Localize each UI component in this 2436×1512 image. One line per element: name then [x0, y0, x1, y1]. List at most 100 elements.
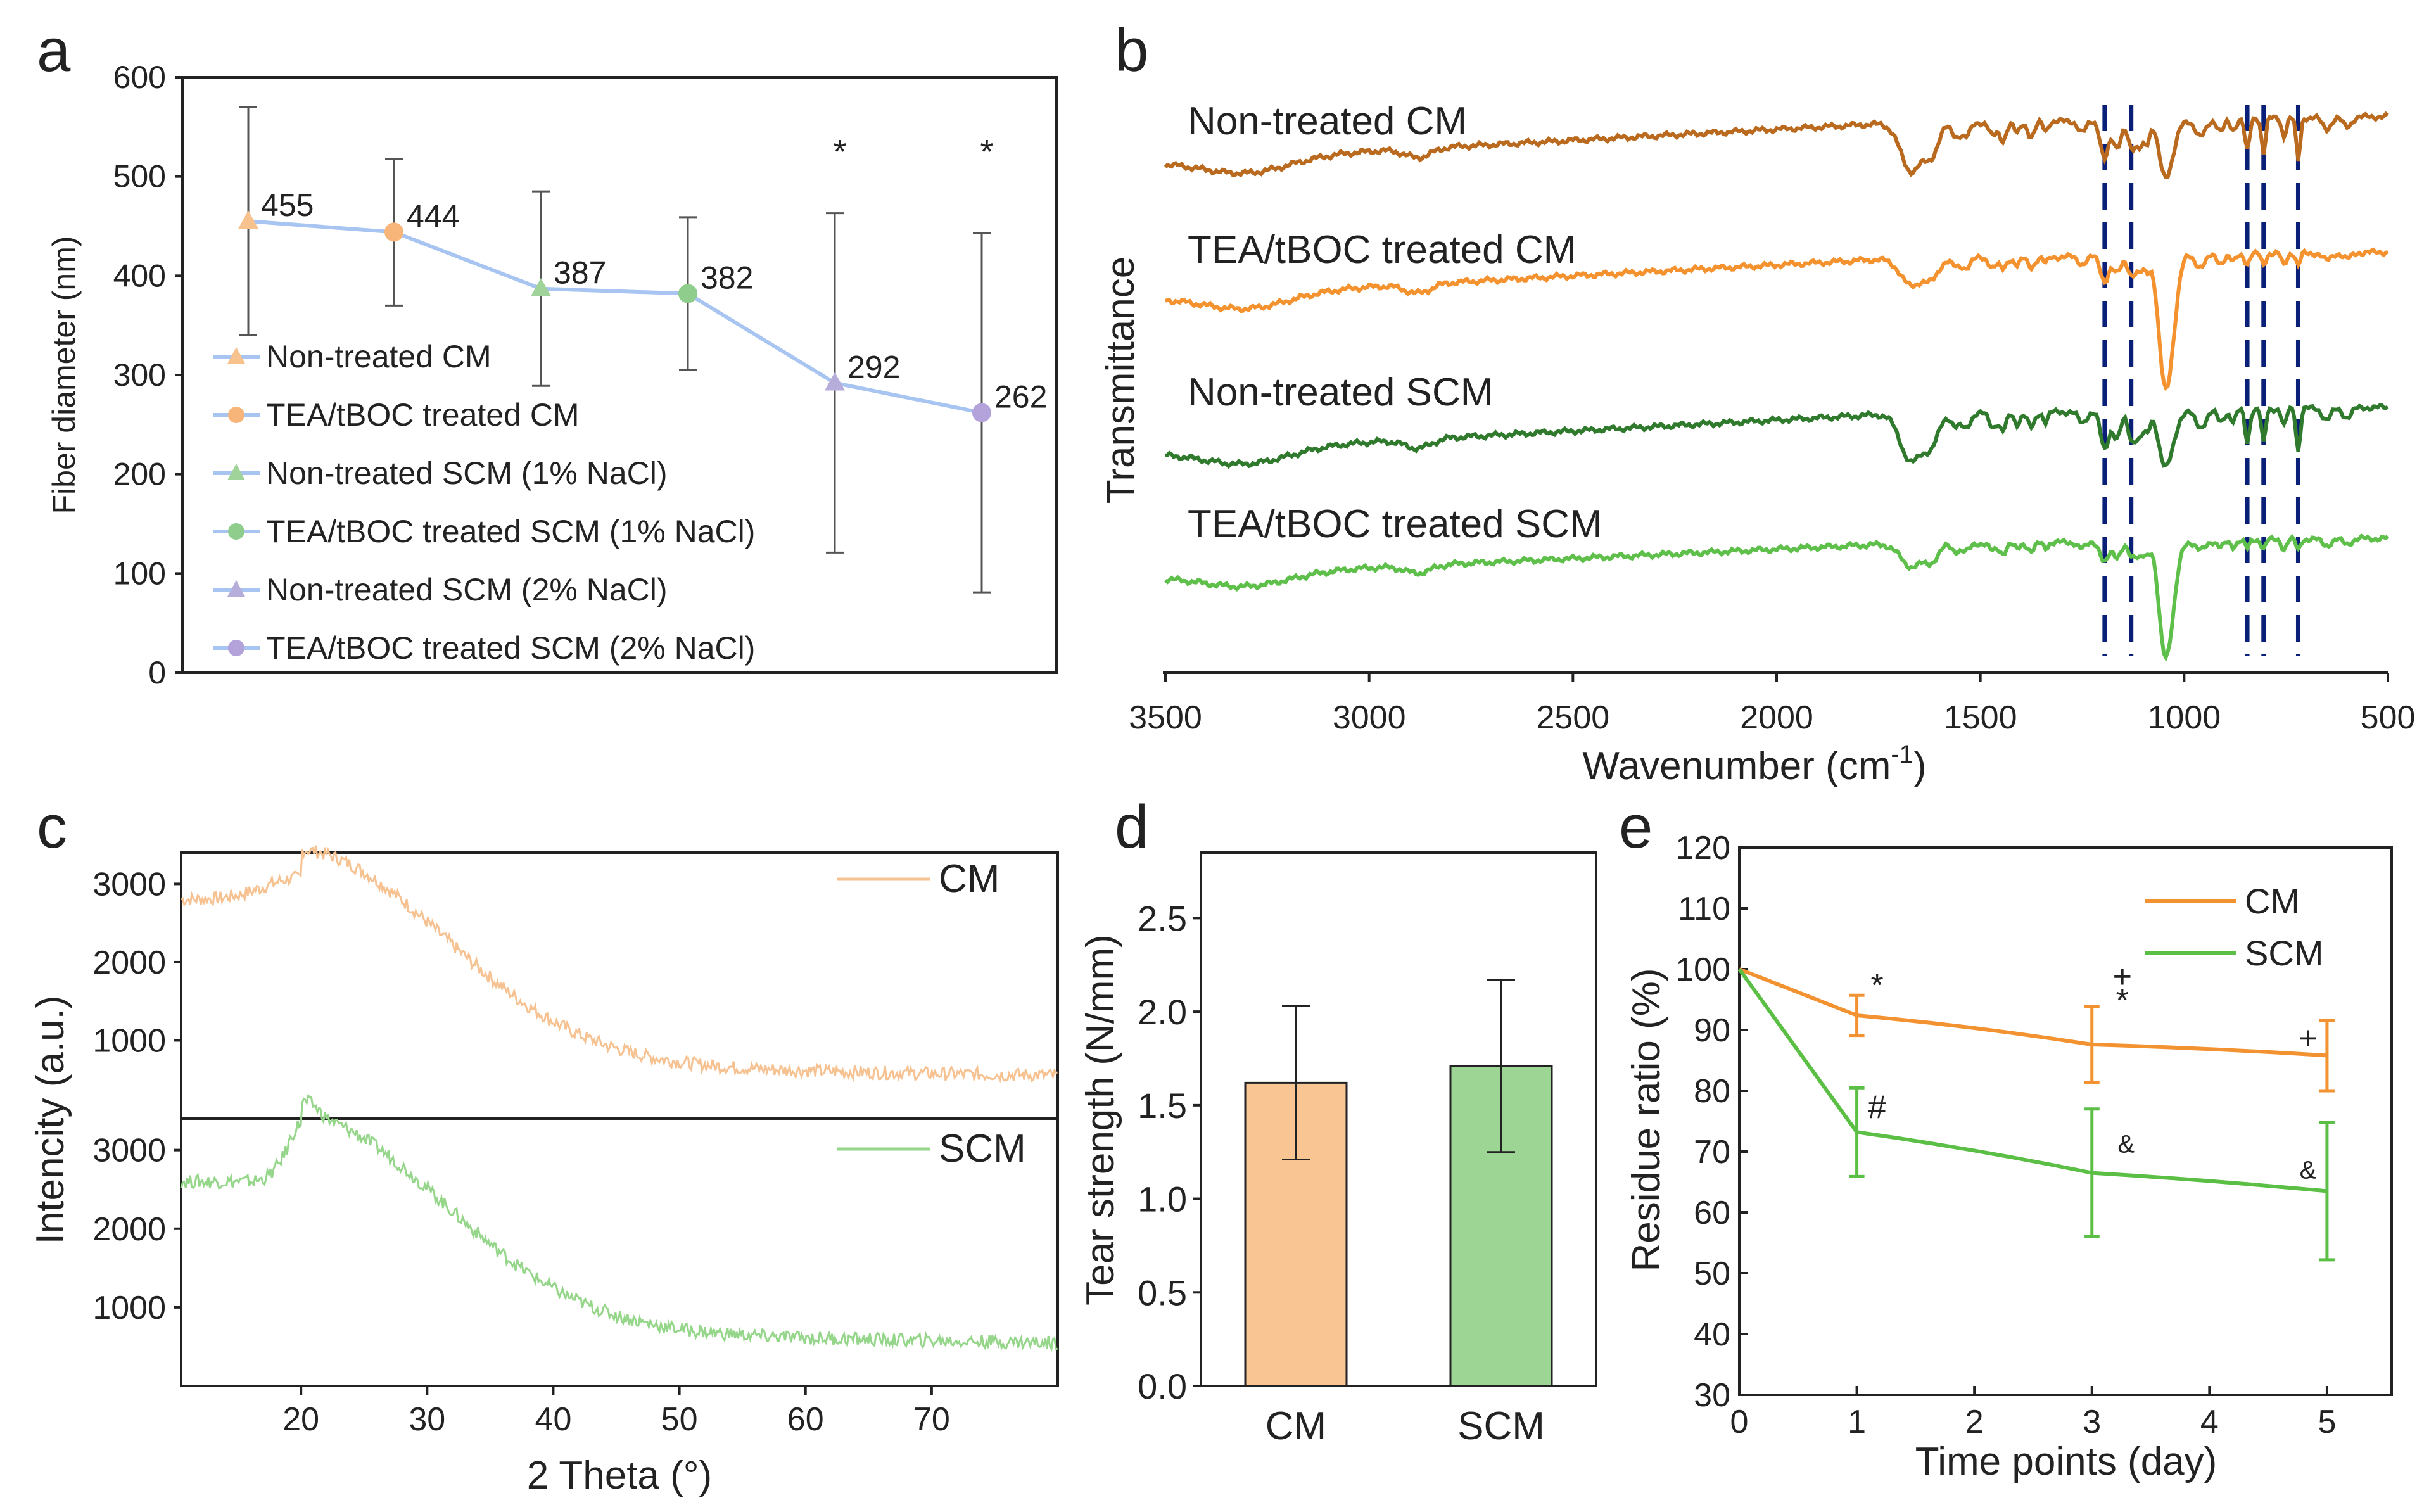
- panel-b-xlabel: Wavenumber (cm-1): [1582, 740, 1926, 788]
- panel-a-legend-label: Non-treated SCM (2% NaCl): [266, 572, 668, 607]
- panel-a-data-label: 455: [261, 187, 314, 223]
- panel-a-legend-marker: [227, 580, 245, 597]
- panel-a-ylabel: Fiber diameter (nm): [46, 236, 82, 514]
- panel-e-xtick-label: 4: [2200, 1404, 2219, 1440]
- panel-c-ytick-label: 2000: [92, 944, 166, 981]
- panel-a-ytick-label: 300: [113, 357, 166, 393]
- panel-c-xlabel: 2 Theta (°): [527, 1454, 712, 1497]
- panel-e-significance: +: [2113, 958, 2132, 995]
- panel-a-point: [678, 284, 697, 303]
- panel-e-xtick-label: 3: [2083, 1404, 2101, 1440]
- panel-b-xtick-label: 1500: [1944, 699, 2017, 736]
- panel-letter-c: c: [37, 793, 67, 861]
- panel-c-legend-label: SCM: [939, 1127, 1026, 1171]
- panel-d: d Tear strength (N/mm) 0.0 0.5 1.0 1.5 2.0 2.…: [1079, 793, 1597, 1448]
- panel-c-xtick-label: 50: [661, 1401, 698, 1438]
- panel-d-ytick-label: 1.0: [1138, 1179, 1187, 1219]
- panel-e-significance: *: [1870, 967, 1883, 1004]
- panel-e-significance: *: [2116, 982, 2129, 1019]
- panel-a-legend-marker: [227, 347, 245, 364]
- panel-a-legend-label: Non-treated SCM (1% NaCl): [266, 455, 668, 491]
- panel-a-ytick-label: 100: [113, 556, 166, 591]
- panel-a-ytick-label: 200: [113, 457, 166, 492]
- panel-e-frame: [1738, 846, 2393, 1396]
- panel-e-ytick-label: 50: [1694, 1255, 1730, 1292]
- panel-b-spectrum: [1164, 111, 2389, 179]
- panel-e: e Residue ratio (%) Time points (day) 0 1…: [1619, 793, 2393, 1483]
- panel-b-series-label: Non-treated CM: [1188, 99, 1467, 143]
- panel-d-ytick-label: 2.0: [1138, 992, 1187, 1032]
- panel-d-ytick-label: 2.5: [1138, 898, 1187, 938]
- panel-d-ylabel: Tear strength (N/mm): [1079, 934, 1122, 1306]
- panel-b-series-label: Non-treated SCM: [1188, 371, 1493, 414]
- panel-e-ytick-label: 80: [1694, 1073, 1730, 1110]
- panel-e-ytick-label: 60: [1694, 1195, 1730, 1231]
- panel-c-xtick-label: 40: [535, 1401, 572, 1438]
- panel-c-ytick-label: 3000: [92, 866, 166, 903]
- panel-c-xtick-label: 70: [913, 1401, 950, 1438]
- panel-a-data-label: 262: [994, 379, 1047, 415]
- panel-a-legend-label: TEA/tBOC treated SCM (2% NaCl): [266, 630, 755, 666]
- panel-e-ylabel: Residue ratio (%): [1625, 969, 1668, 1272]
- panel-a-legend-label: Non-treated CM: [266, 339, 492, 374]
- panel-e-xtick-label: 1: [1848, 1404, 1866, 1440]
- panel-e-xtick-label: 0: [1730, 1404, 1749, 1440]
- panel-b-xtick-label: 3500: [1129, 699, 1202, 736]
- panel-b-spectrum: [1165, 403, 2389, 469]
- panel-e-xlabel: Time points (day): [1915, 1440, 2217, 1483]
- panel-e-significance: #: [1868, 1089, 1886, 1126]
- panel-a-point: [531, 277, 551, 296]
- panel-e-ytick-label: 90: [1694, 1012, 1730, 1049]
- panel-e-significance: &: [2300, 1156, 2317, 1184]
- panel-e-legend-label: SCM: [2245, 933, 2323, 973]
- panel-a-data-label: 444: [407, 198, 459, 234]
- panel-e-ytick-label: 40: [1694, 1316, 1730, 1353]
- panel-d-frame: [1200, 851, 1597, 1387]
- panel-c-xtick-label: 30: [409, 1401, 445, 1438]
- panel-a-point: [384, 222, 403, 242]
- panel-c-pattern: [180, 1093, 1058, 1352]
- panel-b-xtick-label: 1000: [2147, 699, 2221, 736]
- panel-d-category-label: SCM: [1457, 1404, 1545, 1448]
- panel-a-data-label: 382: [701, 260, 753, 296]
- panel-e-line: [1738, 967, 2328, 1058]
- panel-c: c Intencity (a.u.) 2 Theta (°) 20 30 40 50 6…: [29, 793, 1059, 1497]
- panel-a-ytick-label: 500: [113, 159, 166, 194]
- panel-a-legend-marker: [228, 407, 244, 423]
- panel-b-xtick-label: 500: [2361, 699, 2416, 736]
- panel-a-legend-marker: [228, 640, 244, 656]
- panel-a-significance: *: [833, 133, 846, 171]
- panel-c-legend-label: CM: [939, 857, 999, 901]
- panel-a-point: [238, 210, 258, 229]
- panel-c-ylabel: Intencity (a.u.): [29, 996, 72, 1245]
- panel-a-point: [972, 403, 991, 422]
- panel-d-ytick-label: 0.5: [1138, 1273, 1187, 1312]
- panel-e-ytick-label: 70: [1694, 1134, 1730, 1171]
- panel-letter-d: d: [1115, 793, 1148, 861]
- panel-b-ylabel: Transmittance: [1099, 257, 1143, 504]
- panel-b-series-label: TEA/tBOC treated SCM: [1188, 502, 1602, 546]
- panel-c-xtick-label: 60: [787, 1401, 824, 1438]
- panel-b-xtick-label: 2000: [1740, 699, 1813, 736]
- panel-e-significance: +: [2299, 1020, 2318, 1057]
- panel-b: b Transmittance Wavenumber (cm-1) 3500 30…: [1099, 16, 2415, 788]
- panel-b-xtick-label: 3000: [1333, 699, 1406, 736]
- panel-c-ytick-label: 1000: [92, 1022, 166, 1059]
- panel-e-significance: &: [2117, 1131, 2135, 1159]
- panel-d-ytick-label: 0.0: [1138, 1366, 1187, 1406]
- panel-c-ytick-label: 3000: [92, 1133, 166, 1169]
- panel-b-spectrum: [1165, 247, 2388, 391]
- panel-c-pattern: [181, 845, 1058, 1083]
- panel-a-significance: *: [980, 133, 993, 171]
- panel-e-xtick-label: 2: [1965, 1404, 1984, 1440]
- panel-b-xtick-label: 2500: [1536, 699, 1609, 736]
- panel-a: a Fiber diameter (nm) 0 100 200 300 400 500 60…: [37, 16, 1058, 690]
- panel-e-xtick-label: 5: [2318, 1404, 2336, 1440]
- panel-d-category-label: CM: [1266, 1404, 1326, 1448]
- panel-a-data-label: 292: [847, 350, 900, 385]
- panel-letter-b: b: [1115, 16, 1148, 84]
- panel-c-ytick-label: 1000: [92, 1290, 166, 1326]
- panel-e-ytick-label: 30: [1694, 1377, 1730, 1414]
- panel-c-ytick-label: 2000: [92, 1211, 166, 1248]
